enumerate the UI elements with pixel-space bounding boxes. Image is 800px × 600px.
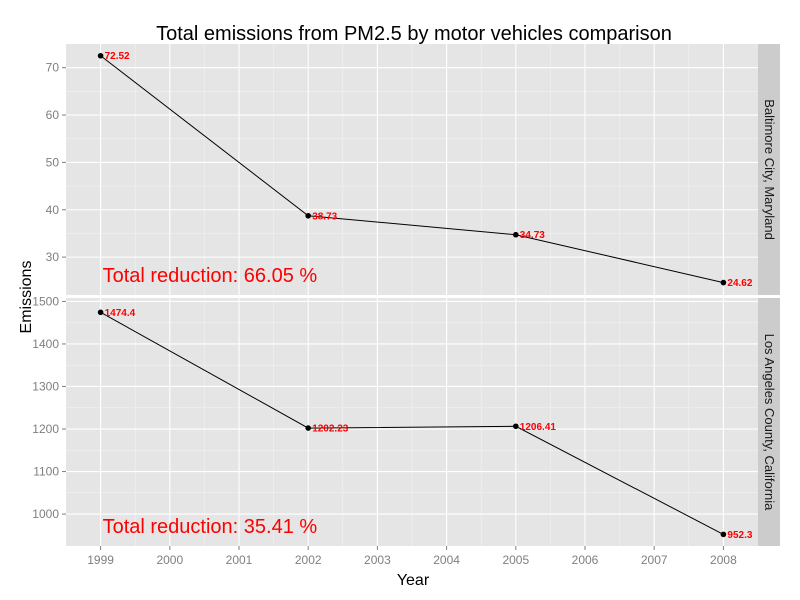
data-label: 24.62 bbox=[727, 278, 752, 289]
data-point bbox=[720, 531, 727, 538]
x-axis-title: Year bbox=[397, 572, 430, 589]
total-reduction-annotation: Total reduction: 35.41 % bbox=[103, 516, 318, 538]
data-label: 1206.41 bbox=[520, 422, 557, 433]
data-point bbox=[720, 279, 727, 286]
y-tick-label: 1100 bbox=[33, 465, 59, 479]
y-tick-label: 70 bbox=[46, 61, 60, 75]
data-point bbox=[513, 423, 519, 430]
x-tick-label: 2001 bbox=[226, 553, 253, 567]
data-label: 34.73 bbox=[520, 230, 545, 241]
x-tick-label: 2000 bbox=[156, 553, 183, 567]
y-tick-label: 30 bbox=[46, 250, 60, 264]
facet-strip-label: Baltimore City, Maryland bbox=[762, 99, 777, 240]
y-axis-title: Emissions bbox=[18, 261, 35, 334]
facet-panels: 30 40 50 60 70 72.52 38.73 34.73 24.62 Total redu… bbox=[32, 44, 780, 567]
x-tick-label: 2006 bbox=[572, 553, 599, 567]
x-tick-label: 2008 bbox=[710, 553, 737, 567]
x-tick-label: 2002 bbox=[295, 553, 322, 567]
facet-strip-label: Los Angeles County, California bbox=[762, 334, 777, 512]
y-tick-label: 1400 bbox=[32, 337, 59, 351]
data-point bbox=[97, 52, 104, 59]
y-tick-label: 1500 bbox=[32, 294, 59, 308]
y-tick-label: 1300 bbox=[32, 379, 59, 393]
y-tick-label: 1200 bbox=[32, 422, 59, 436]
x-tick-label: 2003 bbox=[364, 553, 391, 567]
data-point bbox=[305, 212, 312, 219]
y-tick-label: 60 bbox=[46, 108, 60, 122]
facet-panel: 1000 1100 1200 1300 1400 1500 1474.4 1202.23 120… bbox=[32, 294, 780, 546]
x-tick-label: 1999 bbox=[87, 553, 114, 567]
series-line bbox=[100, 55, 724, 284]
data-label: 38.73 bbox=[312, 211, 337, 222]
x-tick-label: 2005 bbox=[502, 553, 529, 567]
data-label: 72.52 bbox=[105, 51, 130, 62]
y-tick-label: 50 bbox=[46, 155, 60, 169]
facet-strip bbox=[758, 44, 780, 295]
x-axis: 1999 2000 2001 2002 2003 2004 2005 2006 2007 2008 bbox=[87, 546, 737, 567]
chart-title: Total emissions from PM2.5 by motor vehi… bbox=[156, 23, 672, 45]
data-label: 952.3 bbox=[727, 530, 752, 541]
facet-strip bbox=[758, 298, 780, 546]
series-line bbox=[100, 311, 724, 535]
data-label: 1202.23 bbox=[312, 424, 349, 435]
y-tick-label: 40 bbox=[46, 203, 60, 217]
data-label: 1474.4 bbox=[105, 308, 136, 319]
total-reduction-annotation: Total reduction: 66.05 % bbox=[103, 265, 318, 287]
facet-panel: 30 40 50 60 70 72.52 38.73 34.73 24.62 Total redu… bbox=[46, 44, 780, 295]
data-point bbox=[97, 309, 104, 316]
data-point bbox=[305, 425, 312, 431]
y-tick-label: 1000 bbox=[32, 507, 59, 521]
data-point bbox=[513, 231, 519, 238]
x-tick-label: 2004 bbox=[433, 553, 460, 567]
x-tick-label: 2007 bbox=[641, 553, 668, 567]
